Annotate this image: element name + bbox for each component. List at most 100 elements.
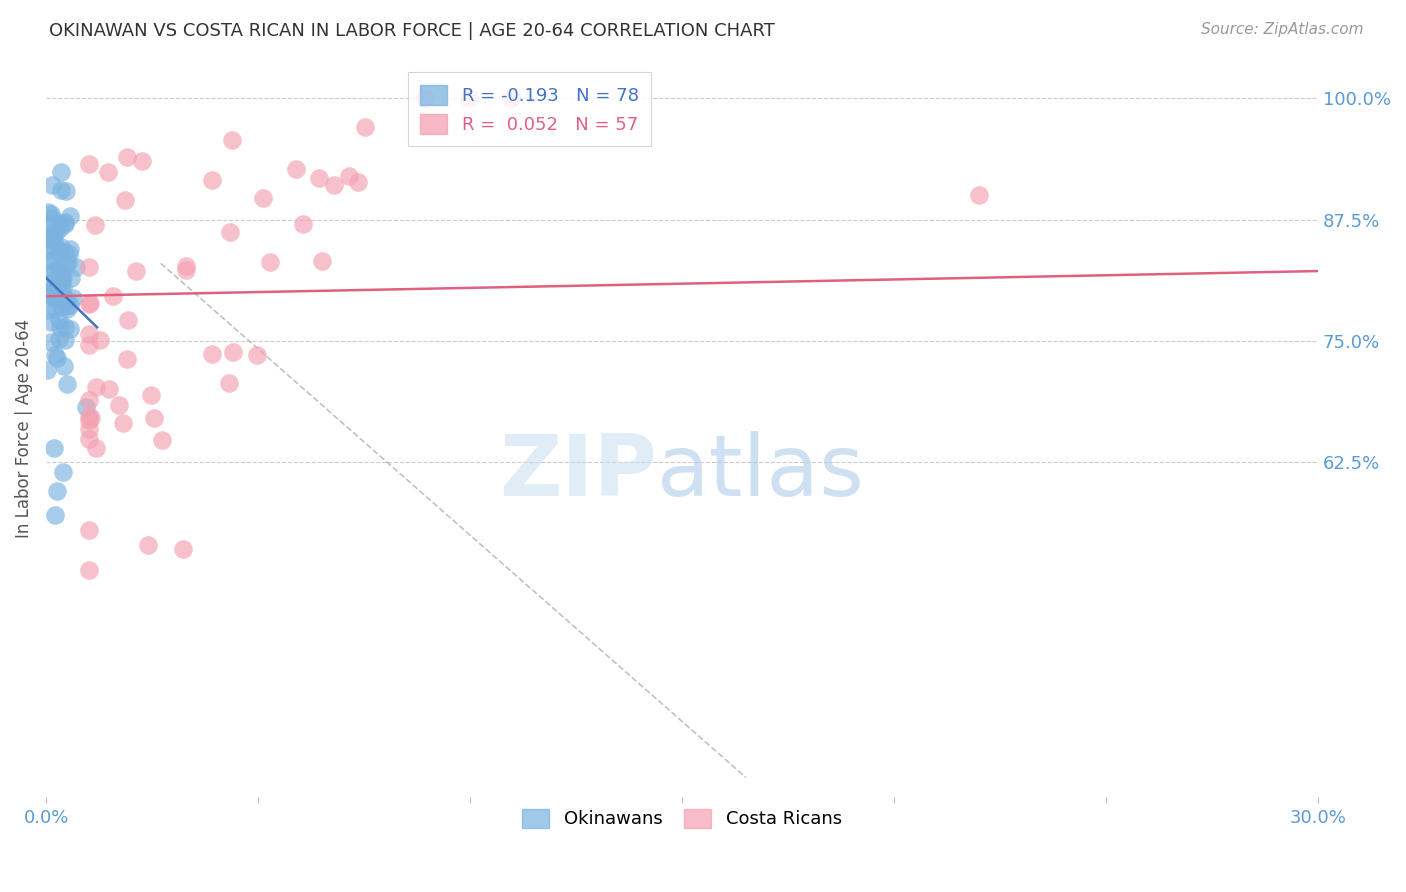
Point bbox=[53, 320, 76, 334]
Point bbox=[41, 266, 63, 280]
Point bbox=[42, 263, 65, 277]
Point bbox=[46, 484, 69, 499]
Point bbox=[176, 259, 198, 273]
Point bbox=[44, 301, 66, 316]
Point bbox=[218, 226, 240, 240]
Text: ZIP: ZIP bbox=[499, 431, 657, 514]
Point bbox=[55, 333, 77, 347]
Point bbox=[41, 178, 63, 193]
Point bbox=[42, 240, 65, 254]
Point bbox=[46, 351, 69, 365]
Point bbox=[39, 207, 62, 221]
Point bbox=[44, 508, 66, 523]
Point bbox=[48, 243, 70, 257]
Point bbox=[246, 348, 269, 362]
Point bbox=[37, 302, 59, 317]
Point bbox=[52, 465, 75, 479]
Point bbox=[221, 133, 243, 147]
Point bbox=[79, 411, 101, 425]
Point bbox=[142, 410, 165, 425]
Point bbox=[201, 347, 224, 361]
Point bbox=[458, 91, 481, 105]
Point bbox=[51, 300, 73, 314]
Point bbox=[499, 91, 522, 105]
Point bbox=[131, 154, 153, 169]
Point bbox=[150, 433, 173, 447]
Point bbox=[35, 226, 58, 240]
Point bbox=[42, 283, 65, 297]
Point bbox=[48, 221, 70, 235]
Point bbox=[108, 398, 131, 412]
Point bbox=[77, 297, 100, 311]
Point bbox=[56, 301, 79, 316]
Point bbox=[83, 218, 105, 232]
Legend: Okinawans, Costa Ricans: Okinawans, Costa Ricans bbox=[515, 802, 849, 836]
Point bbox=[103, 289, 125, 303]
Point bbox=[48, 313, 70, 327]
Point bbox=[53, 217, 76, 231]
Point bbox=[49, 319, 72, 334]
Point bbox=[77, 432, 100, 446]
Point bbox=[77, 393, 100, 408]
Point bbox=[77, 260, 100, 274]
Point bbox=[59, 270, 82, 285]
Point bbox=[252, 191, 274, 205]
Point bbox=[77, 523, 100, 537]
Point bbox=[42, 227, 65, 242]
Point bbox=[172, 542, 194, 557]
Point bbox=[201, 173, 224, 187]
Point bbox=[53, 245, 76, 260]
Point bbox=[59, 242, 82, 256]
Point bbox=[136, 538, 159, 552]
Point bbox=[141, 388, 163, 402]
Point bbox=[77, 563, 100, 577]
Point bbox=[53, 214, 76, 228]
Point bbox=[65, 260, 87, 275]
Point bbox=[337, 169, 360, 183]
Point bbox=[89, 334, 111, 348]
Point bbox=[79, 296, 101, 310]
Point bbox=[77, 337, 100, 351]
Point bbox=[58, 247, 80, 261]
Point bbox=[35, 363, 58, 377]
Point bbox=[55, 300, 77, 314]
Point bbox=[52, 359, 75, 373]
Point bbox=[62, 291, 84, 305]
Point bbox=[967, 188, 990, 202]
Point bbox=[114, 193, 136, 207]
Point bbox=[308, 170, 330, 185]
Point bbox=[323, 178, 346, 192]
Point bbox=[51, 285, 73, 300]
Point bbox=[97, 165, 120, 179]
Text: Source: ZipAtlas.com: Source: ZipAtlas.com bbox=[1201, 22, 1364, 37]
Point bbox=[218, 376, 240, 390]
Point bbox=[84, 380, 107, 394]
Point bbox=[77, 422, 100, 436]
Point bbox=[37, 204, 59, 219]
Point bbox=[311, 254, 333, 268]
Point bbox=[51, 266, 73, 280]
Text: OKINAWAN VS COSTA RICAN IN LABOR FORCE | AGE 20-64 CORRELATION CHART: OKINAWAN VS COSTA RICAN IN LABOR FORCE |… bbox=[49, 22, 775, 40]
Point bbox=[49, 276, 72, 290]
Point bbox=[51, 291, 73, 305]
Point bbox=[117, 312, 139, 326]
Point bbox=[44, 441, 66, 455]
Y-axis label: In Labor Force | Age 20-64: In Labor Force | Age 20-64 bbox=[15, 318, 32, 538]
Point bbox=[111, 416, 134, 430]
Point bbox=[174, 263, 197, 277]
Point bbox=[39, 284, 62, 298]
Point bbox=[77, 413, 100, 427]
Point bbox=[44, 233, 66, 247]
Point bbox=[42, 289, 65, 303]
Point bbox=[49, 293, 72, 307]
Point bbox=[39, 289, 62, 303]
Point bbox=[39, 253, 62, 268]
Point bbox=[55, 184, 77, 198]
Point bbox=[37, 233, 59, 247]
Point bbox=[49, 165, 72, 179]
Point bbox=[38, 244, 60, 258]
Point bbox=[55, 259, 77, 273]
Point bbox=[222, 345, 245, 359]
Point bbox=[45, 225, 67, 239]
Text: atlas: atlas bbox=[657, 431, 865, 514]
